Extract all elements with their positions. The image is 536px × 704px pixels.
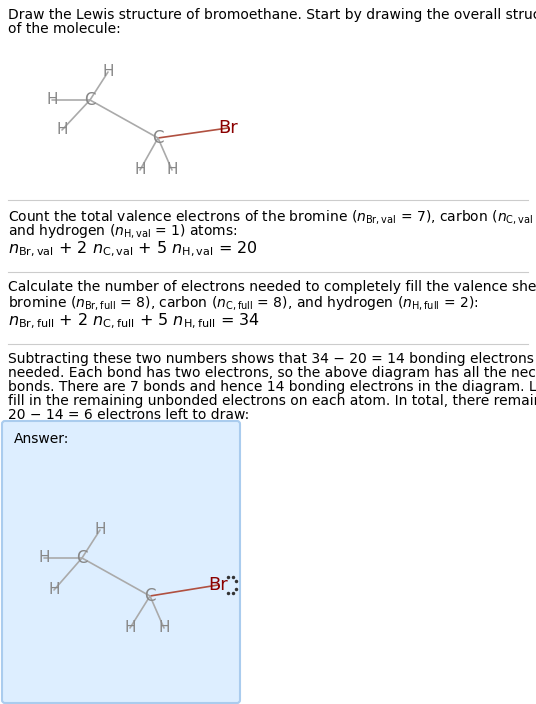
Text: H: H <box>38 551 50 565</box>
Text: C: C <box>144 587 156 605</box>
Text: $n_{\mathrm{Br,full}}$ + 2 $n_{\mathrm{C,full}}$ + 5 $n_{\mathrm{H,full}}$ = 34: $n_{\mathrm{Br,full}}$ + 2 $n_{\mathrm{C… <box>8 312 260 332</box>
Text: H: H <box>102 65 114 80</box>
FancyBboxPatch shape <box>2 421 240 703</box>
Text: bromine ($n_{\mathrm{Br,full}}$ = 8), carbon ($n_{\mathrm{C,full}}$ = 8), and hy: bromine ($n_{\mathrm{Br,full}}$ = 8), ca… <box>8 294 479 312</box>
Text: H: H <box>158 620 170 636</box>
Text: C: C <box>152 129 164 147</box>
Text: C: C <box>84 91 96 109</box>
Text: H: H <box>124 620 136 636</box>
Text: Draw the Lewis structure of bromoethane. Start by drawing the overall structure: Draw the Lewis structure of bromoethane.… <box>8 8 536 22</box>
Text: needed. Each bond has two electrons, so the above diagram has all the necessary: needed. Each bond has two electrons, so … <box>8 366 536 380</box>
Text: fill in the remaining unbonded electrons on each atom. In total, there remain: fill in the remaining unbonded electrons… <box>8 394 536 408</box>
Text: Subtracting these two numbers shows that 34 − 20 = 14 bonding electrons are: Subtracting these two numbers shows that… <box>8 352 536 366</box>
Text: of the molecule:: of the molecule: <box>8 22 121 36</box>
Text: bonds. There are 7 bonds and hence 14 bonding electrons in the diagram. Lastly,: bonds. There are 7 bonds and hence 14 bo… <box>8 380 536 394</box>
Text: and hydrogen ($n_{\mathrm{H,val}}$ = 1) atoms:: and hydrogen ($n_{\mathrm{H,val}}$ = 1) … <box>8 222 237 240</box>
Text: Calculate the number of electrons needed to completely fill the valence shells f: Calculate the number of electrons needed… <box>8 280 536 294</box>
Text: Answer:: Answer: <box>14 432 69 446</box>
Text: H: H <box>166 163 178 177</box>
Text: H: H <box>94 522 106 537</box>
Text: Br: Br <box>208 576 228 594</box>
Text: Br: Br <box>218 119 238 137</box>
Text: Count the total valence electrons of the bromine ($n_{\mathrm{Br,val}}$ = 7), ca: Count the total valence electrons of the… <box>8 208 536 226</box>
Text: H: H <box>56 122 68 137</box>
Text: C: C <box>76 549 88 567</box>
Text: 20 − 14 = 6 electrons left to draw:: 20 − 14 = 6 electrons left to draw: <box>8 408 249 422</box>
Text: H: H <box>48 582 59 598</box>
Text: H: H <box>46 92 58 108</box>
Text: $n_{\mathrm{Br,val}}$ + 2 $n_{\mathrm{C,val}}$ + 5 $n_{\mathrm{H,val}}$ = 20: $n_{\mathrm{Br,val}}$ + 2 $n_{\mathrm{C,… <box>8 240 258 259</box>
Text: H: H <box>134 163 146 177</box>
